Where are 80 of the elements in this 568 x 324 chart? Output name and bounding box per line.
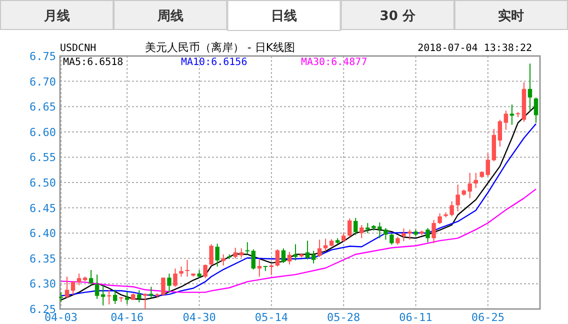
text: 实时: [498, 8, 524, 24]
candlestick: [221, 254, 226, 266]
candlestick: [354, 217, 358, 236]
candlestick: [534, 96, 538, 124]
y-tick-label: 6.70: [30, 75, 56, 88]
candlestick: [143, 292, 148, 310]
x-tick-label: 04-30: [182, 311, 216, 324]
candlestick: [167, 273, 172, 293]
y-tick-label: 6.65: [30, 100, 56, 114]
y-tick-label: 6.50: [30, 176, 56, 190]
candlestick: [360, 224, 364, 239]
x-tick-label: 05-14: [254, 311, 288, 324]
text: 周线: [156, 9, 184, 24]
candlestick: [203, 264, 208, 279]
candlestick: [88, 270, 94, 286]
candlestick: [348, 218, 352, 238]
line-series: [60, 188, 537, 293]
candlestick: [311, 250, 316, 264]
text: MA10:6.6156: [181, 57, 248, 68]
candlestick: [438, 212, 442, 224]
candlestick: [317, 239, 322, 258]
text: MA5:6.6518: [63, 57, 124, 68]
y-tick-label: 6.30: [30, 278, 56, 291]
text: 日线: [271, 9, 297, 24]
candlestick: [179, 266, 184, 278]
chart-subtitle: USDCNH: [60, 43, 96, 54]
text: 30 分: [380, 9, 416, 24]
candlestick: [215, 243, 220, 267]
candlestick: [456, 184, 460, 212]
x-tick-label: 06-25: [471, 311, 504, 324]
candlestick: [269, 263, 274, 276]
candlestick: [245, 242, 250, 255]
candlestick: [137, 290, 142, 303]
x-tick-label: 05-28: [327, 311, 360, 324]
candlestick: [64, 276, 70, 298]
candlestick: [125, 291, 130, 304]
candlestick: [390, 232, 394, 246]
candlestick: [209, 244, 214, 266]
candlestick: [504, 110, 508, 130]
candlestick: [498, 119, 502, 148]
y-tick-label: 6.35: [30, 252, 56, 266]
y-tick-label: 6.40: [30, 227, 56, 240]
candlestick: [474, 172, 478, 189]
candlestick: [149, 286, 154, 298]
text: MA30:6.4877: [301, 57, 368, 68]
candlestick: [287, 251, 292, 265]
y-tick-label: 6.60: [30, 126, 56, 139]
candlestick: [528, 63, 532, 112]
candlestick: [275, 248, 280, 267]
candlestick: [432, 219, 436, 244]
candlestick: [173, 268, 178, 288]
candlestick: [100, 284, 106, 306]
y-tick-label: 6.45: [30, 202, 56, 215]
candlestick: [58, 292, 64, 302]
candlestick: [384, 228, 388, 240]
candlestick: [426, 228, 430, 243]
x-tick-label: 04-16: [110, 311, 144, 324]
y-tick-label: 6.75: [30, 50, 56, 63]
y-tick-label: 6.55: [30, 151, 56, 164]
candlestick: [486, 152, 490, 177]
candlestick: [468, 172, 472, 199]
text: 2018-07-04 13:38:22: [418, 43, 532, 54]
x-tick-label: 06-11: [399, 311, 432, 324]
candlestick: [76, 273, 82, 286]
chart-title: 美元人民币（离岸） - 日K线图: [144, 41, 296, 54]
candlestick: [323, 238, 328, 252]
candlestick: [70, 280, 76, 296]
candlestick: [305, 240, 310, 260]
candlestick: [94, 274, 100, 300]
candlestick: [106, 289, 112, 305]
candlestick: [113, 289, 118, 304]
candlestick: [239, 248, 244, 258]
candlestick: [251, 248, 256, 270]
candlestick: [257, 258, 262, 278]
candlestick: [185, 259, 190, 278]
text: 月线: [42, 9, 70, 24]
candlestick: [510, 104, 514, 126]
candlestick: [233, 247, 238, 259]
candlestick: [281, 248, 286, 264]
candlestick: [293, 244, 298, 261]
